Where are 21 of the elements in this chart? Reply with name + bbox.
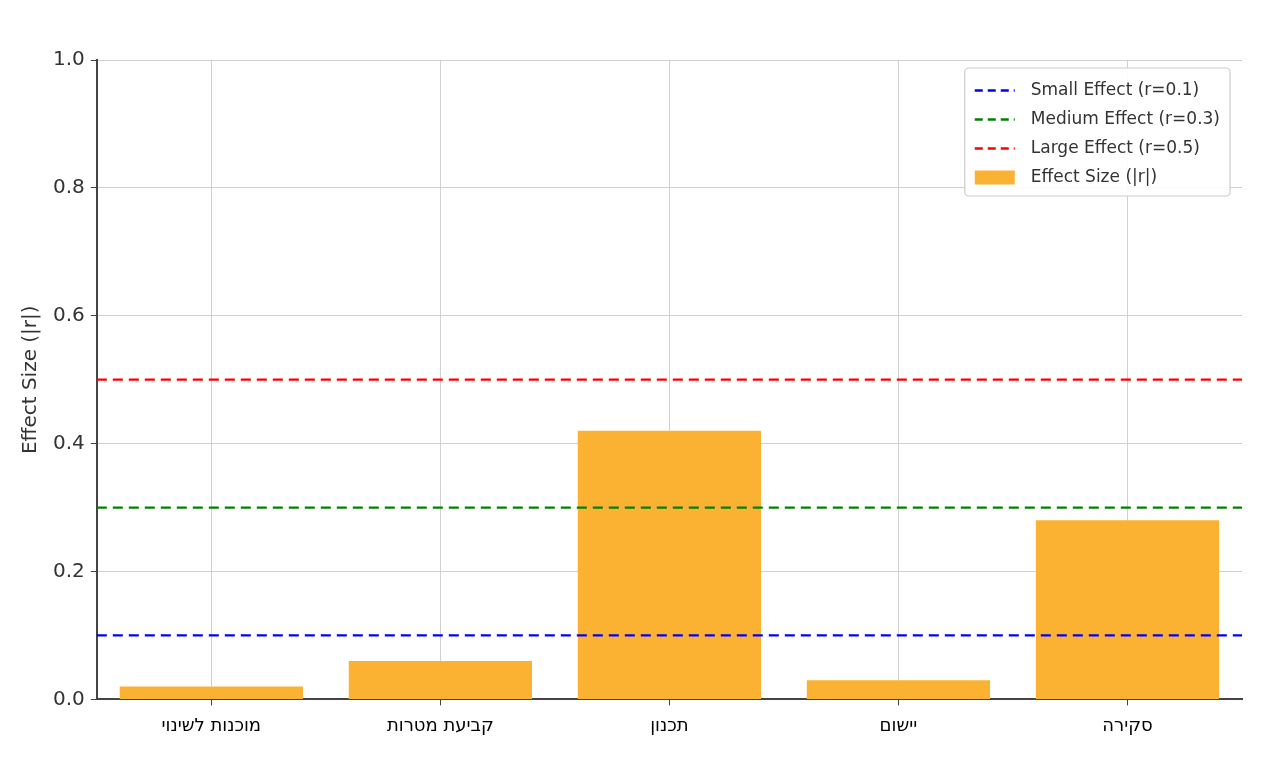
legend-label: Medium Effect (r=0.3) bbox=[1030, 107, 1221, 128]
legend-label: Effect Size (|r|) bbox=[1030, 165, 1158, 186]
y-tick-label: 0.6 bbox=[52, 301, 85, 326]
y-tick-label: 1.0 bbox=[52, 46, 85, 71]
bar bbox=[577, 430, 762, 699]
x-tick-label: יישום bbox=[879, 713, 918, 735]
y-tick-label: 0.2 bbox=[52, 557, 85, 582]
bar bbox=[1035, 520, 1220, 699]
x-tick-label: תכנון bbox=[650, 713, 689, 735]
bar bbox=[806, 680, 991, 699]
x-tick-label: מוכנות לשינוי bbox=[161, 713, 262, 735]
x-tick-label: קביעת מטרות bbox=[386, 713, 494, 735]
bar bbox=[119, 686, 303, 699]
y-tick-label: 0.8 bbox=[52, 174, 85, 199]
y-tick-label: 0.0 bbox=[52, 685, 85, 710]
legend-label: Large Effect (r=0.5) bbox=[1030, 136, 1200, 157]
y-axis-title: Effect Size (|r|) bbox=[17, 305, 42, 455]
legend-label: Small Effect (r=0.1) bbox=[1030, 78, 1200, 99]
x-tick-label: סקירה bbox=[1102, 713, 1153, 735]
y-tick-label: 0.4 bbox=[52, 429, 85, 454]
bar bbox=[348, 661, 532, 699]
